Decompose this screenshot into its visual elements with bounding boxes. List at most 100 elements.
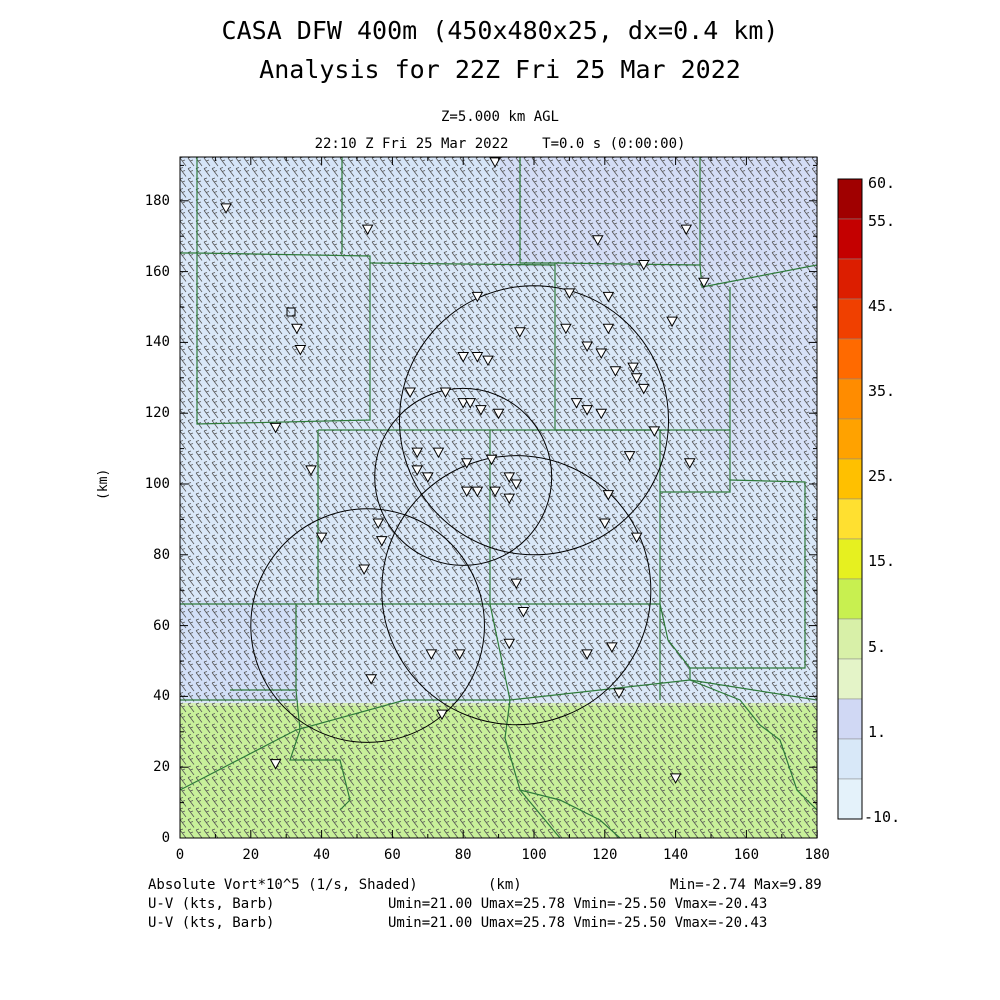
station-triangle [560,323,572,335]
colorbar-swatch [837,378,863,420]
colorbar-label: 60. [868,174,896,192]
barb-stats-2: Umin=21.00 Umax=25.78 Vmin=-25.50 Vmax=-… [388,915,768,931]
y-tick-label: 40 [153,688,170,705]
station-triangle [411,465,424,476]
colorbar [837,178,863,820]
colorbar-label: 1. [868,723,887,741]
station-triangle [411,447,424,459]
y-tick-label: 100 [144,476,170,492]
station-triangle [683,458,696,469]
station-triangle [361,224,374,236]
station-triangle [627,362,639,374]
station-triangle [637,383,650,395]
wind-barbs [180,157,817,838]
site-square-marker [286,307,296,317]
station-triangle [404,387,416,398]
station-triangle [680,224,693,236]
station-triangle [220,203,232,214]
station-triangle [630,373,643,384]
map-title: CASA DFW 400m (450x480x25, dx=0.4 km) [221,16,779,45]
station-triangle [464,398,477,409]
station-markers [220,157,710,784]
station-triangle [294,344,307,356]
station-triangle [602,323,615,335]
station-triangle [365,674,378,685]
y-tick-label: 140 [144,334,170,351]
station-triangle [510,578,523,590]
y-tick-label: 80 [153,546,170,563]
station-triangle [669,773,682,784]
colorbar-label: 55. [868,212,896,230]
station-triangle [613,688,625,699]
y-axis-label: (km) [96,468,111,500]
station-triangle [372,518,385,529]
station-triangle [581,405,593,416]
y-tick-label: 20 [153,759,170,776]
colorbar-label: 5. [868,638,887,656]
colorbar-swatch [837,218,863,260]
barb-label-1: U-V (kts, Barb) [148,896,275,912]
colorbar-swatch [837,658,863,700]
radar-range-rings [250,285,670,743]
station-triangle [425,649,438,660]
station-triangle [471,291,484,303]
vorticity-shading [180,157,817,838]
station-triangle [666,316,678,328]
station-triangle [637,260,650,271]
station-triangle [602,291,615,303]
colorbar-swatch [837,178,863,220]
x-tick-label: 60 [383,847,401,863]
x-tick-label: 20 [242,847,260,863]
station-triangle [432,447,445,459]
station-triangle [305,465,317,476]
station-triangle [503,493,516,505]
station-triangle [517,606,530,618]
colorbar-swatch [837,458,863,500]
station-triangle [436,709,448,721]
station-triangle [602,490,615,501]
colorbar-swatch [837,498,863,540]
station-triangle [457,352,470,363]
station-triangle [358,564,370,575]
colorbar-frame [837,178,863,820]
x-tick-label: 100 [521,847,547,863]
station-triangle [581,341,593,352]
y-tick-label: 120 [144,405,170,422]
station-triangle [606,642,618,653]
station-triangle [598,518,611,529]
station-triangle [375,536,388,547]
station-triangle [439,387,452,398]
colorbar-swatch [837,338,863,380]
station-triangle [269,422,282,434]
colorbar-label: -10. [864,808,901,826]
map-subtitle: Analysis for 22Z Fri 25 Mar 2022 [259,55,741,84]
station-triangle [595,348,608,360]
colorbar-swatch [837,618,863,660]
field-label: Absolute Vort*10^5 (1/s, Shaded) [148,877,418,893]
county-borders [180,157,817,838]
station-triangle [648,426,661,437]
station-triangle [471,486,484,498]
station-triangle [609,366,622,377]
y-tick-label: 180 [144,192,170,209]
station-triangle [482,355,494,367]
x-tick-label: 40 [313,847,331,863]
station-triangle [290,323,303,335]
station-triangle [485,454,498,466]
radar-ring-2 [374,387,553,566]
station-triangle [315,532,328,544]
colorbar-swatch [837,538,863,580]
colorbar-label: 15. [868,552,896,570]
colorbar-label: 35. [868,382,896,400]
station-triangle [591,235,604,246]
station-triangle [510,479,523,491]
station-triangle [421,472,434,483]
colorbar-label: 45. [868,297,896,315]
station-triangle [563,288,576,299]
station-triangle [460,458,473,469]
station-triangle [453,649,466,660]
min-max-label: Min=-2.74 Max=9.89 [670,877,822,893]
radar-ring-4 [250,508,485,743]
station-triangle [471,352,484,363]
time-label: 22:10 Z Fri 25 Mar 2022 T=0.0 s (0:00:00… [314,136,686,152]
